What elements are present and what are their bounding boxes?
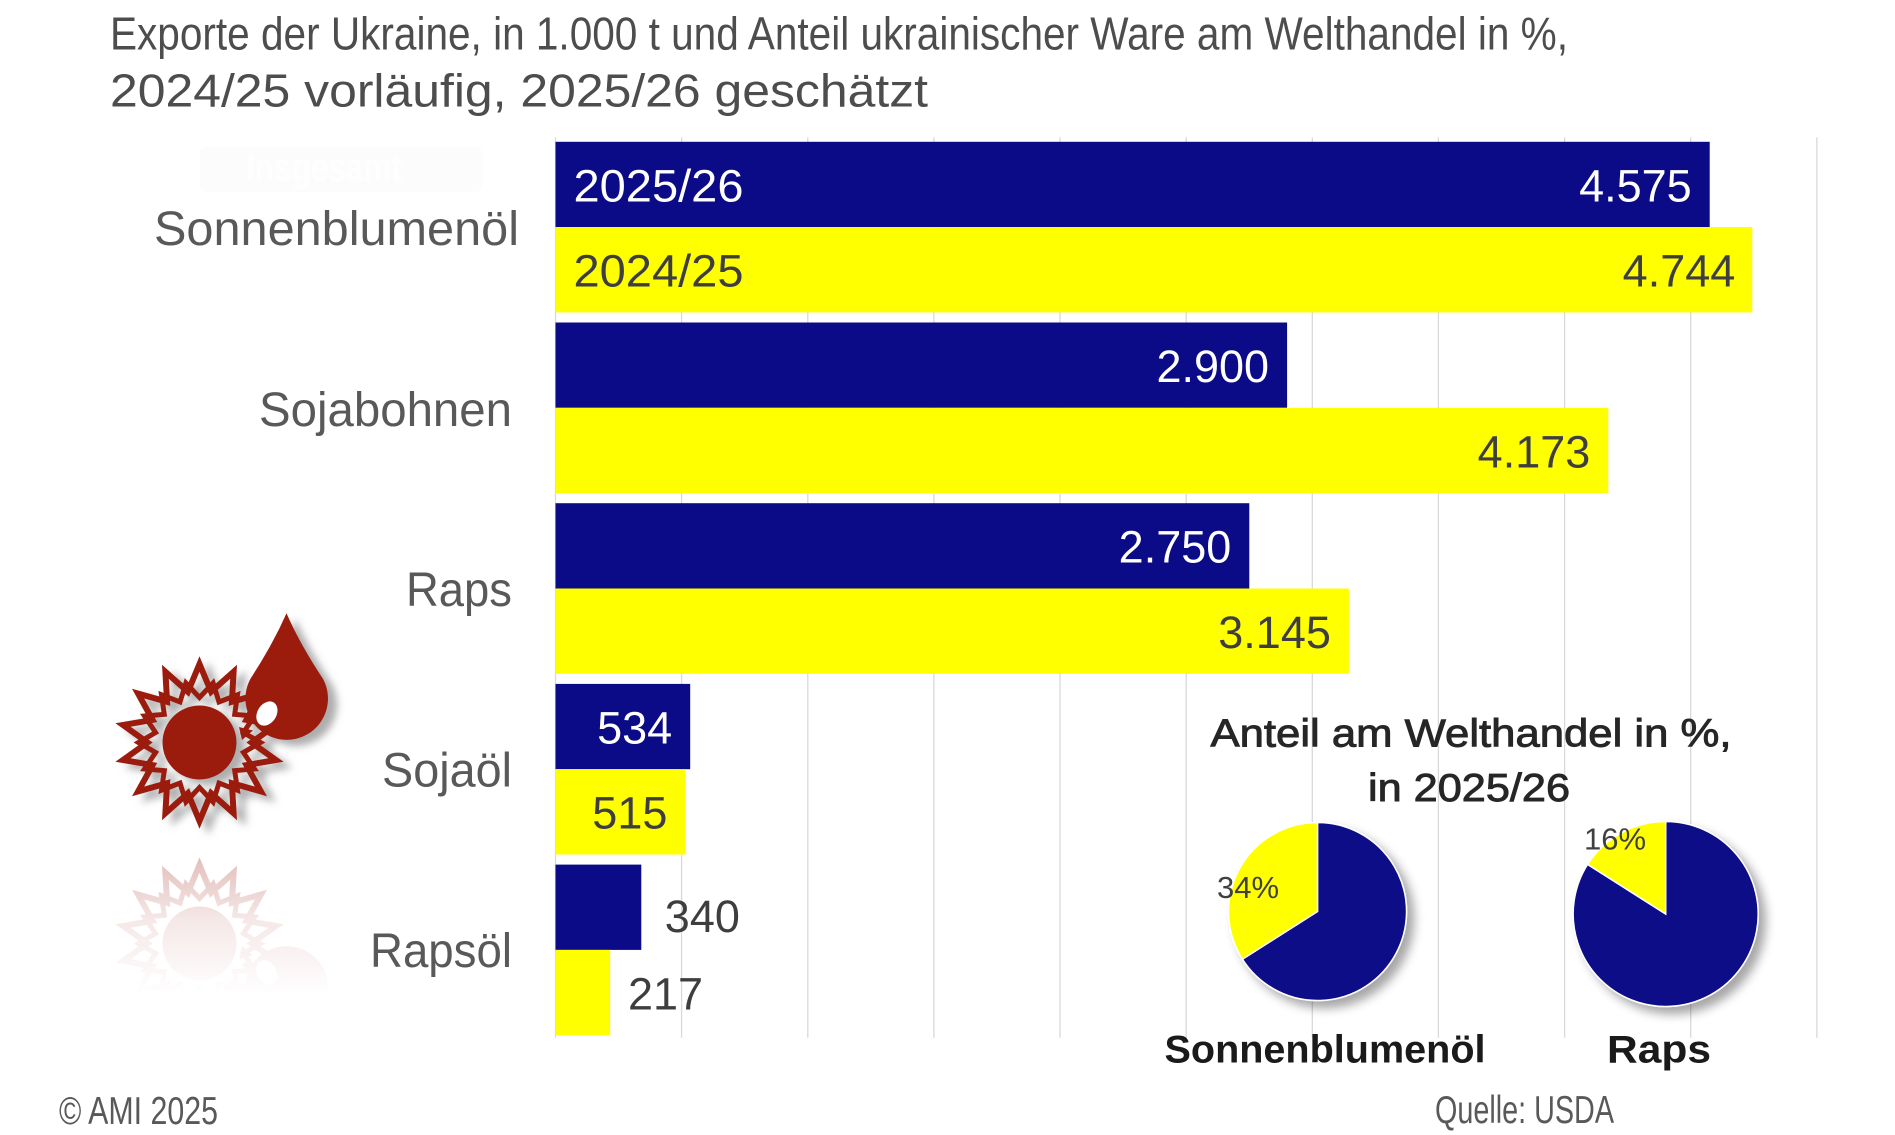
svg-text:Sonnenblumenöl: Sonnenblumenöl [154, 203, 519, 256]
svg-text:4.575: 4.575 [1579, 160, 1692, 211]
svg-text:4.173: 4.173 [1478, 426, 1591, 477]
svg-text:515: 515 [592, 788, 667, 839]
svg-text:4.744: 4.744 [1623, 246, 1736, 297]
svg-text:34%: 34% [1217, 870, 1279, 905]
svg-text:16%: 16% [1584, 821, 1646, 856]
svg-text:Raps: Raps [406, 564, 512, 617]
svg-text:534: 534 [597, 702, 672, 753]
svg-text:2024/25 vorläufig, 2025/26 ges: 2024/25 vorläufig, 2025/26 geschätzt [110, 65, 928, 117]
svg-text:Insgesamt: Insgesamt [246, 146, 402, 190]
svg-text:217: 217 [628, 968, 703, 1019]
svg-text:Rapsöl: Rapsöl [370, 925, 512, 978]
svg-text:340: 340 [665, 891, 740, 942]
svg-text:Exporte der Ukraine, in 1.000: Exporte der Ukraine, in 1.000 t und Ante… [110, 8, 1568, 60]
svg-text:Anteil am Welthandel in %,: Anteil am Welthandel in %, [1211, 713, 1732, 756]
svg-text:in 2025/26: in 2025/26 [1368, 767, 1570, 810]
svg-text:2024/25: 2024/25 [574, 246, 744, 297]
svg-text:Sojaöl: Sojaöl [382, 745, 512, 798]
svg-text:Sonnenblumenöl: Sonnenblumenöl [1165, 1029, 1486, 1072]
svg-text:2025/26: 2025/26 [574, 160, 744, 211]
svg-text:2.750: 2.750 [1119, 522, 1232, 573]
svg-text:Raps: Raps [1607, 1029, 1711, 1072]
svg-text:2.900: 2.900 [1156, 341, 1269, 392]
svg-text:© AMI 2025: © AMI 2025 [59, 1090, 218, 1133]
svg-text:Quelle: USDA: Quelle: USDA [1435, 1089, 1614, 1132]
svg-text:3.145: 3.145 [1218, 607, 1331, 658]
svg-text:Sojabohnen: Sojabohnen [259, 384, 512, 437]
